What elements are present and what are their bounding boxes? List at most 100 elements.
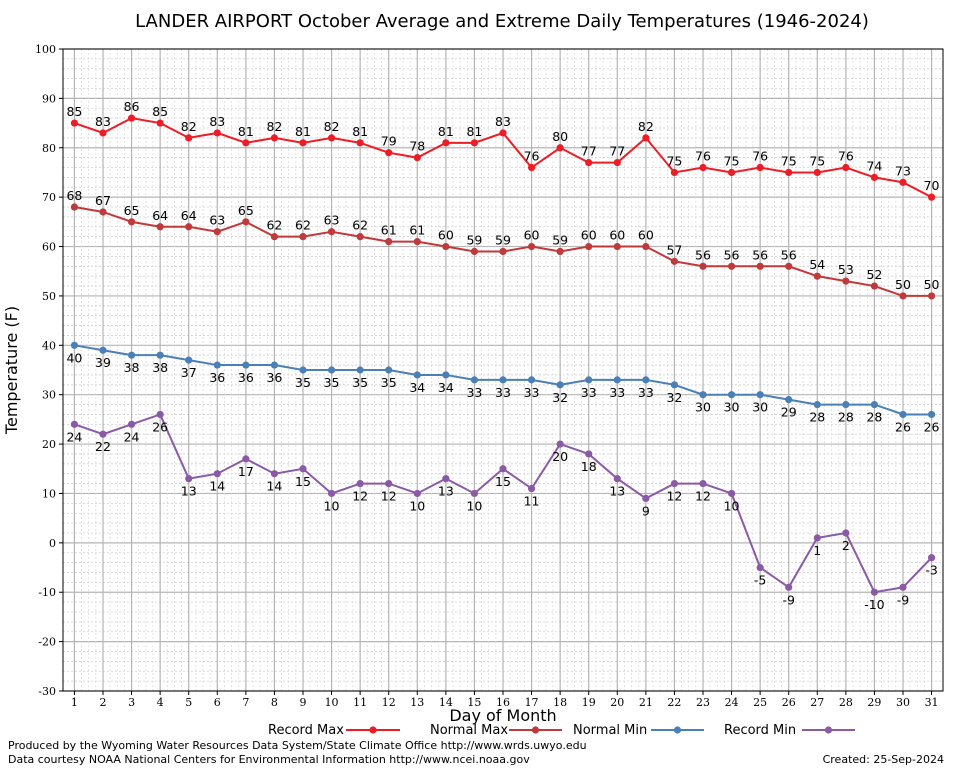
data-point-normal-min: [785, 396, 793, 404]
data-label-record-min: 9: [642, 503, 650, 518]
data-point-normal-max: [327, 228, 336, 236]
data-point-normal-max: [499, 247, 507, 256]
series-record-max: 85 83 86 85 82 83 81 82 81 82 81 79 78 81 81 83 76 80 77 77…: [66, 99, 940, 201]
data-label-record-min: 12: [352, 489, 368, 504]
data-point-record-min: [299, 465, 307, 473]
x-tick-label: 1: [71, 696, 78, 709]
data-label-normal-max: 56: [695, 247, 711, 262]
data-point-record-min: [613, 475, 621, 483]
data-point-record-min: [413, 489, 421, 498]
data-label-normal-min: 32: [552, 390, 568, 405]
data-point-normal-min: [899, 410, 907, 419]
data-point-normal-min: [442, 371, 450, 379]
data-label-record-max: 81: [438, 124, 454, 139]
data-label-normal-max: 56: [781, 247, 797, 262]
legend-item-record-max: Record Max: [268, 723, 400, 738]
data-point-normal-max: [527, 242, 536, 251]
data-label-normal-max: 56: [752, 247, 768, 262]
y-tick-label: -10: [38, 586, 56, 599]
y-tick-label: 80: [42, 142, 56, 155]
data-label-record-min: 24: [66, 429, 82, 444]
data-label-record-max: 83: [209, 114, 225, 129]
data-point-normal-min: [699, 391, 707, 399]
data-point-normal-max: [385, 238, 393, 246]
data-label-normal-max: 54: [809, 257, 825, 272]
data-label-normal-min: 39: [95, 355, 111, 370]
data-label-normal-min: 30: [724, 400, 740, 415]
data-point-record-max: [699, 163, 707, 172]
data-point-record-min: [813, 534, 821, 542]
data-point-record-max: [727, 168, 736, 177]
data-label-record-max: 82: [638, 119, 654, 134]
data-point-record-max: [270, 134, 279, 142]
created-date: Created: 25-Sep-2024: [823, 753, 944, 766]
series-layer: 85 83 86 85 82 83 81 82 81 82 81 79 78 81 81 83 76 80 77 77…: [66, 99, 939, 612]
data-point-record-min: [642, 494, 650, 502]
data-label-record-min: -10: [864, 597, 884, 612]
data-point-record-min: [756, 563, 764, 572]
x-tick-label: 19: [582, 696, 596, 709]
data-point-record-min: [842, 529, 850, 537]
y-tick-label: 30: [42, 389, 56, 402]
data-point-normal-min: [670, 381, 679, 389]
credit-line-1: Produced by the Wyoming Water Resources …: [8, 739, 587, 752]
y-axis-label: Temperature (F): [2, 306, 21, 435]
data-label-normal-min: 36: [238, 370, 254, 385]
data-point-normal-min: [185, 356, 193, 364]
data-label-record-min: 11: [524, 494, 540, 509]
data-label-normal-min: 35: [352, 375, 368, 390]
data-point-normal-max: [556, 247, 564, 256]
x-tick-label: 27: [810, 696, 824, 709]
data-point-normal-min: [927, 410, 936, 419]
data-point-normal-max: [242, 218, 250, 226]
data-label-record-min: 14: [209, 479, 225, 494]
data-point-normal-max: [813, 272, 821, 280]
data-label-record-min: 1: [813, 543, 821, 558]
data-label-record-max: 77: [609, 144, 625, 159]
data-label-record-max: 85: [66, 104, 82, 119]
data-point-normal-max: [127, 218, 136, 226]
data-label-record-max: 70: [924, 178, 940, 193]
data-label-record-min: 12: [695, 489, 711, 504]
data-label-normal-max: 63: [324, 213, 340, 228]
data-label-record-max: 85: [152, 104, 168, 119]
x-tick-label: 12: [382, 696, 396, 709]
data-label-normal-min: 40: [66, 350, 82, 365]
x-tick-label: 28: [839, 696, 853, 709]
data-point-record-max: [756, 163, 764, 172]
legend-swatch-marker: [824, 726, 833, 734]
data-point-record-min: [327, 489, 336, 498]
data-point-normal-min: [156, 351, 164, 359]
data-label-record-min: -9: [897, 592, 910, 607]
data-point-normal-max: [670, 257, 679, 265]
data-label-record-max: 75: [781, 153, 797, 168]
data-label-normal-min: 38: [152, 360, 168, 375]
y-tick-label: 100: [35, 43, 56, 56]
data-label-normal-min: 29: [781, 405, 797, 420]
data-point-normal-max: [642, 242, 650, 251]
y-tick-label: -20: [38, 636, 56, 649]
data-label-record-max: 76: [838, 149, 854, 164]
data-label-record-max: 79: [381, 134, 397, 149]
data-label-record-max: 73: [895, 163, 911, 178]
data-label-normal-max: 61: [381, 223, 397, 238]
data-label-normal-max: 59: [495, 232, 511, 247]
data-label-normal-min: 34: [409, 380, 425, 395]
x-tick-label: 5: [185, 696, 192, 709]
data-point-record-max: [70, 119, 79, 127]
data-label-normal-max: 60: [438, 228, 454, 243]
data-label-normal-max: 53: [838, 262, 854, 277]
data-label-normal-max: 62: [266, 218, 282, 233]
data-point-normal-max: [785, 262, 793, 270]
x-tick-label: 6: [214, 696, 221, 709]
data-label-normal-min: 36: [266, 370, 282, 385]
data-point-record-max: [127, 114, 136, 122]
data-label-record-max: 77: [581, 144, 597, 159]
data-label-normal-min: 35: [295, 375, 311, 390]
data-label-normal-min: 33: [495, 385, 511, 400]
data-label-record-max: 82: [181, 119, 197, 134]
data-label-record-min: 18: [581, 459, 597, 474]
data-point-record-max: [556, 144, 564, 152]
data-label-normal-min: 33: [524, 385, 540, 400]
